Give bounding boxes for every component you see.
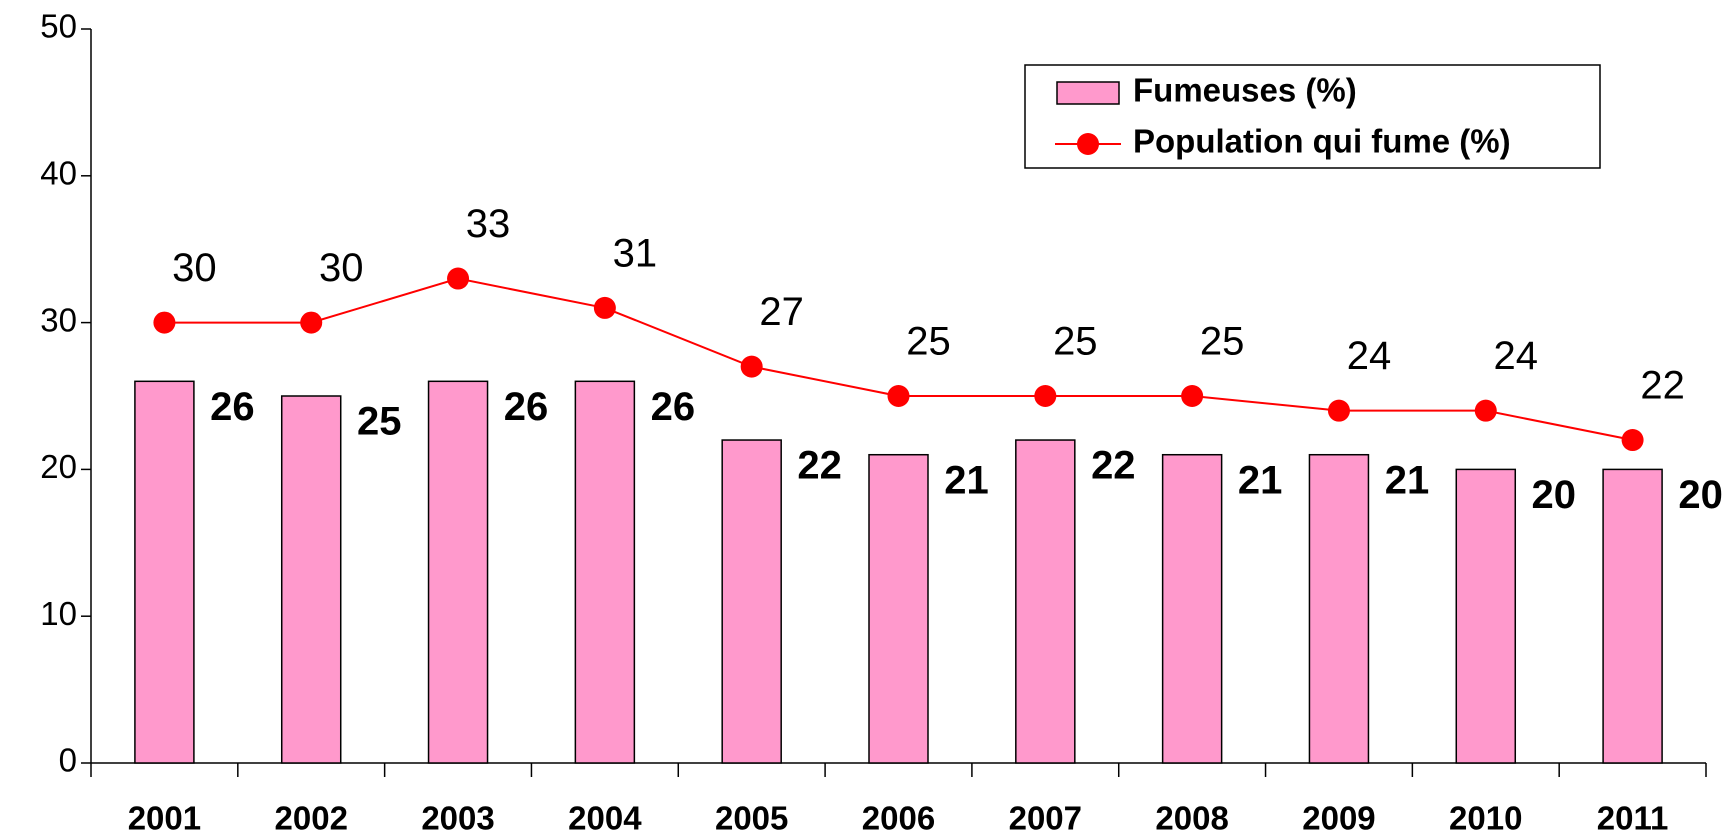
line-point (1034, 385, 1057, 407)
line-value-label: 24 (1494, 334, 1539, 378)
legend-label: Population qui fume (%) (1133, 123, 1511, 160)
line-point (1327, 399, 1350, 422)
bar (1161, 453, 1223, 764)
x-tick-label: 2004 (568, 800, 642, 837)
bar (721, 439, 782, 764)
x-tick-label: 2001 (128, 800, 201, 837)
bar-value-label: 21 (944, 458, 989, 502)
bar (1602, 468, 1663, 764)
bar-value-label: 25 (357, 400, 402, 444)
x-tick-label: 2010 (1449, 800, 1522, 837)
bar-value-label: 22 (1091, 444, 1136, 488)
bar (868, 453, 929, 764)
y-tick-label: 10 (40, 595, 77, 632)
x-tick-label: 2008 (1155, 800, 1228, 837)
bar-value-label: 22 (797, 444, 842, 488)
line-value-label: 33 (466, 202, 511, 246)
line-value-label: 25 (1053, 320, 1098, 364)
y-tick-label: 40 (40, 155, 77, 192)
line-point (887, 385, 910, 407)
bar (1455, 468, 1517, 764)
bar (574, 380, 636, 764)
bar-value-label: 21 (1238, 458, 1283, 502)
bar (427, 380, 489, 764)
line-value-label: 31 (613, 231, 658, 275)
x-tick-label: 2007 (1009, 800, 1082, 837)
bar-value-label: 20 (1678, 473, 1723, 517)
line-point (447, 267, 470, 290)
line-point (740, 355, 763, 378)
y-tick-label: 20 (40, 448, 77, 485)
line-value-label: 27 (759, 290, 804, 334)
line-point (1181, 385, 1204, 407)
bar-value-label: 26 (210, 385, 255, 429)
line-point (1621, 429, 1644, 452)
x-tick-label: 2002 (275, 800, 348, 837)
line-point (593, 296, 616, 319)
bar-value-label: 21 (1385, 458, 1430, 502)
legend-marker (1077, 133, 1099, 155)
line-value-label: 30 (172, 246, 217, 290)
y-tick-label: 30 (40, 301, 77, 338)
bar (1308, 453, 1370, 764)
bar-value-label: 20 (1532, 473, 1577, 517)
x-tick-label: 2011 (1597, 800, 1669, 837)
line-point (1474, 399, 1497, 422)
legend-label: Fumeuses (%) (1133, 72, 1357, 109)
x-tick-label: 2006 (862, 800, 935, 837)
line-value-label: 22 (1640, 364, 1685, 408)
line-value-label: 25 (906, 320, 951, 364)
x-tick-label: 2003 (421, 800, 494, 837)
line-point (153, 311, 176, 334)
bar (280, 395, 342, 764)
legend-box (1024, 64, 1601, 169)
y-tick-label: 50 (40, 8, 77, 45)
x-tick-label: 2009 (1302, 800, 1375, 837)
line-value-label: 25 (1200, 320, 1245, 364)
bar (134, 380, 195, 764)
line-value-label: 24 (1347, 334, 1392, 378)
bar (1015, 439, 1076, 764)
legend-swatch (1056, 81, 1120, 105)
x-tick-label: 2005 (715, 800, 788, 837)
y-tick-label: 0 (59, 742, 77, 779)
bar-value-label: 26 (651, 385, 696, 429)
line-value-label: 30 (319, 246, 364, 290)
line-point (300, 311, 323, 334)
bar-value-label: 26 (504, 385, 549, 429)
